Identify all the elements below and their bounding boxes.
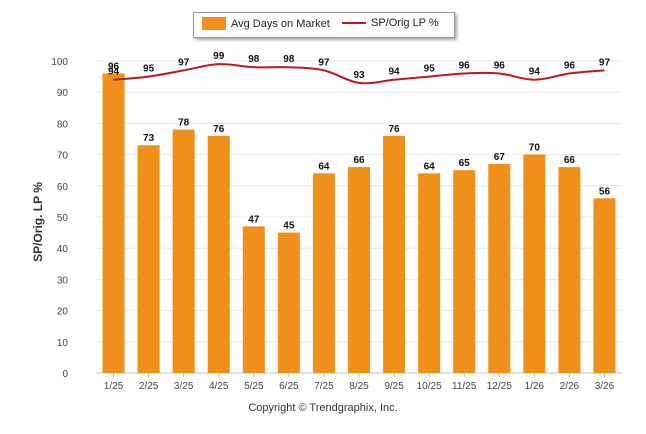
line-value-label: 94 bbox=[389, 67, 401, 78]
bar bbox=[137, 145, 160, 373]
line-value-label: 93 bbox=[353, 70, 365, 81]
x-tick-label: 12/25 bbox=[487, 381, 512, 392]
y-tick-label: 40 bbox=[57, 244, 69, 255]
line-value-label: 97 bbox=[318, 57, 330, 68]
bar-value-label: 65 bbox=[459, 158, 471, 169]
bar bbox=[488, 163, 511, 373]
bar-value-label: 78 bbox=[178, 118, 190, 129]
bar-value-label: 76 bbox=[389, 124, 401, 135]
y-tick-label: 50 bbox=[57, 213, 69, 224]
bar-value-label: 66 bbox=[353, 155, 365, 166]
line-value-label: 96 bbox=[564, 60, 576, 71]
legend-item-bar[interactable]: Avg Days on Market bbox=[202, 17, 330, 30]
bar-value-label: 45 bbox=[283, 221, 295, 232]
bar bbox=[312, 173, 335, 373]
line-value-label: 94 bbox=[529, 67, 541, 78]
legend: Avg Days on Market SP/Orig LP % bbox=[193, 12, 455, 38]
bar bbox=[453, 170, 476, 373]
line-value-label: 98 bbox=[248, 54, 260, 65]
line-value-label: 95 bbox=[424, 64, 436, 75]
line-value-label: 94 bbox=[108, 67, 120, 78]
line-value-label: 95 bbox=[143, 64, 155, 75]
x-tick-label: 10/25 bbox=[417, 381, 442, 392]
bar-value-label: 96 bbox=[108, 61, 120, 72]
bar-value-label: 56 bbox=[599, 186, 611, 197]
x-tick-label: 5/25 bbox=[244, 381, 264, 392]
x-tick-label: 1/25 bbox=[104, 381, 124, 392]
line-value-label: 97 bbox=[178, 57, 190, 68]
bar-value-label: 73 bbox=[143, 133, 155, 144]
bar bbox=[593, 198, 616, 373]
line-value-label: 99 bbox=[213, 51, 225, 62]
bar bbox=[102, 73, 125, 373]
bar bbox=[348, 167, 370, 373]
x-tick-label: 9/25 bbox=[384, 381, 404, 392]
legend-swatch-line bbox=[342, 22, 366, 24]
bar-value-label: 76 bbox=[213, 124, 225, 135]
y-tick-label: 10 bbox=[57, 338, 69, 349]
bar-value-label: 64 bbox=[318, 161, 330, 172]
line-value-label: 97 bbox=[599, 57, 611, 68]
x-tick-label: 1/26 bbox=[525, 381, 545, 392]
legend-label-line: SP/Orig LP % bbox=[371, 17, 439, 29]
x-tick-label: 7/25 bbox=[314, 381, 334, 392]
bar bbox=[277, 232, 300, 373]
line-value-label: 96 bbox=[494, 60, 506, 71]
bar bbox=[383, 135, 406, 373]
bar-value-label: 66 bbox=[564, 155, 576, 166]
x-tick-label: 8/25 bbox=[349, 381, 369, 392]
bar-value-label: 67 bbox=[494, 152, 506, 163]
bar-value-label: 64 bbox=[424, 161, 436, 172]
bar bbox=[523, 154, 546, 373]
x-tick-label: 6/25 bbox=[279, 381, 299, 392]
y-tick-label: 20 bbox=[57, 307, 69, 318]
x-tick-label: 11/25 bbox=[452, 381, 477, 392]
bar bbox=[242, 226, 265, 373]
legend-swatch-bar bbox=[202, 17, 226, 30]
bar-data-labels: 96 73 78 76 47 45 64 66 76 64 65 67 70 66 56 bbox=[108, 61, 610, 231]
y-axis-title: SP/Orig. LP % bbox=[31, 182, 45, 262]
legend-label-bar: Avg Days on Market bbox=[231, 17, 330, 30]
y-tick-label: 80 bbox=[57, 119, 69, 130]
bar bbox=[172, 129, 195, 373]
y-tick-label: 60 bbox=[57, 182, 69, 193]
bar bbox=[207, 135, 230, 373]
x-tick-label: 3/26 bbox=[595, 381, 615, 392]
bar-series bbox=[102, 73, 616, 373]
y-tick-label: 90 bbox=[57, 88, 69, 99]
legend-item-line[interactable]: SP/Orig LP % bbox=[342, 17, 439, 29]
x-tick-label: 2/25 bbox=[139, 381, 159, 392]
y-axis: 0 10 20 30 40 50 60 70 80 90 100 bbox=[51, 57, 68, 380]
x-axis: 1/25 2/25 3/25 4/25 5/25 6/25 7/25 8/25 9/25 10/2… bbox=[104, 373, 615, 392]
x-tick-label: 3/25 bbox=[174, 381, 194, 392]
bar-value-label: 47 bbox=[248, 214, 260, 225]
y-tick-label: 30 bbox=[57, 275, 69, 286]
x-tick-label: 4/25 bbox=[209, 381, 229, 392]
copyright-text: Copyright © Trendgraphix, Inc. bbox=[248, 402, 398, 414]
y-tick-label: 100 bbox=[51, 57, 68, 68]
x-tick-label: 2/26 bbox=[560, 381, 580, 392]
bar bbox=[418, 173, 441, 373]
line-value-label: 96 bbox=[459, 60, 471, 71]
y-tick-label: 70 bbox=[57, 151, 69, 162]
bar-value-label: 70 bbox=[529, 143, 541, 154]
line-value-label: 98 bbox=[283, 54, 295, 65]
line-series bbox=[113, 63, 605, 85]
bar bbox=[558, 167, 581, 373]
y-tick-label: 0 bbox=[62, 369, 68, 380]
